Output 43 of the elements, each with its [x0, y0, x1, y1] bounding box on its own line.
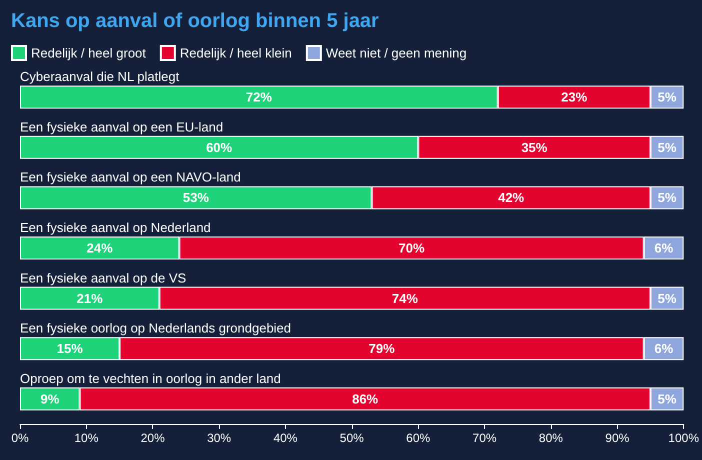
x-tick-label: 20%: [140, 431, 166, 445]
x-tick-label: 90%: [605, 431, 630, 445]
y-tick-label: Oproep om te vechten in oorlog in ander land: [20, 370, 281, 386]
data-label: 24%: [86, 240, 114, 256]
data-label: 6%: [654, 341, 674, 356]
x-tick-label: 50%: [340, 431, 364, 445]
x-tick-label: 60%: [406, 431, 431, 445]
data-label: 9%: [40, 391, 60, 406]
data-label: 53%: [182, 190, 210, 206]
data-label: 15%: [56, 341, 84, 356]
data-label: 79%: [368, 341, 396, 356]
legend-label: Redelijk / heel klein: [180, 46, 292, 60]
x-tick-label: 40%: [273, 431, 298, 445]
x-tick-label: 10%: [74, 431, 99, 445]
data-label: 5%: [658, 90, 677, 105]
data-label: 23%: [561, 90, 588, 105]
data-label: 5%: [658, 391, 677, 406]
legend-label: Weet niet / geen mening: [326, 46, 467, 60]
data-label: 72%: [246, 90, 272, 105]
y-tick-label: Een fysieke aanval op de VS: [20, 270, 187, 286]
data-label: 42%: [498, 190, 525, 206]
data-label: 35%: [521, 140, 548, 155]
data-label: 5%: [658, 140, 677, 155]
y-tick-label: Cyberaanval die NL platlegt: [20, 69, 180, 84]
data-label: 74%: [392, 290, 418, 306]
data-label: 86%: [352, 391, 379, 406]
data-label: 5%: [658, 190, 677, 206]
x-tick-label: 30%: [207, 431, 232, 445]
legend-label: Redelijk / heel groot: [31, 46, 146, 60]
data-label: 70%: [398, 240, 425, 256]
y-tick-label: Een fysieke aanval op Nederland: [20, 220, 211, 235]
data-label: 21%: [76, 290, 104, 306]
x-tick-label: 80%: [538, 431, 564, 445]
chart-title: Kans op aanval of oorlog binnen 5 jaar: [11, 10, 380, 32]
data-label: 5%: [658, 290, 677, 306]
y-tick-label: Een fysieke aanval op een EU-land: [20, 119, 224, 134]
x-tick-label: 70%: [472, 431, 497, 445]
x-tick-label: 100%: [668, 431, 700, 445]
y-tick-label: Een fysieke aanval op een NAVO-land: [20, 170, 241, 185]
y-tick-label: Een fysieke oorlog op Nederlands grondgebied: [20, 320, 292, 336]
data-label: 60%: [206, 140, 233, 155]
x-tick-label: 0%: [11, 431, 29, 445]
data-label: 6%: [654, 240, 674, 256]
